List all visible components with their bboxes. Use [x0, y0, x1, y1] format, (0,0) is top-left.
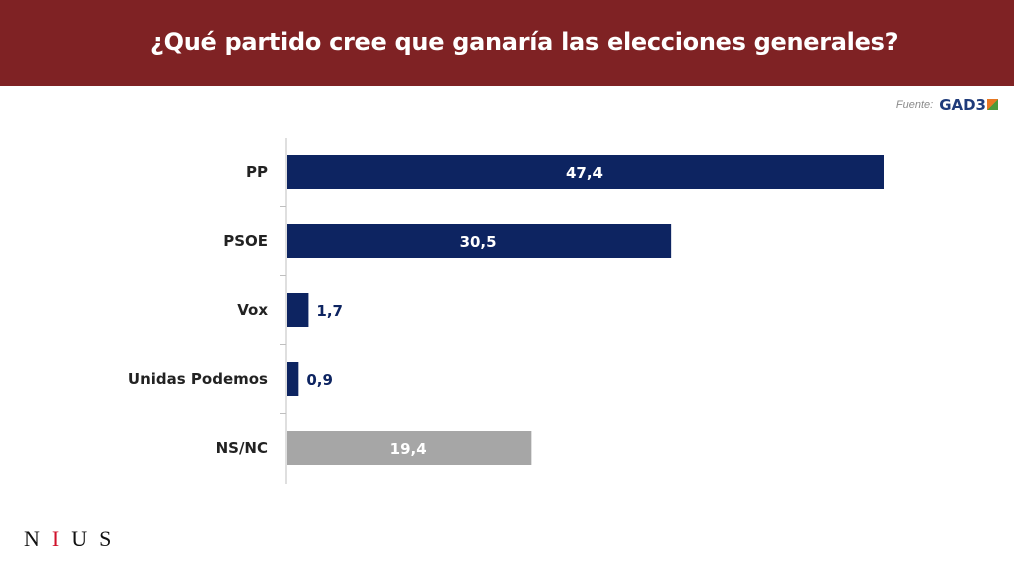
cube-icon [987, 99, 998, 110]
source-label: Fuente: [895, 99, 934, 111]
bar [287, 362, 299, 396]
data-label: 19,4 [390, 440, 427, 458]
page-title: ¿Qué partido cree que ganaría las elecci… [150, 28, 899, 56]
bar [287, 155, 884, 189]
source: Fuente: GAD3 [896, 96, 998, 114]
nius-logo: NIUS [24, 526, 124, 551]
bar [287, 431, 532, 465]
bar [287, 293, 309, 327]
header-banner: ¿Qué partido cree que ganaría las elecci… [0, 0, 1014, 86]
data-label: 30,5 [460, 233, 497, 251]
data-label: 1,7 [316, 302, 343, 320]
category-label: Unidas Podemos [128, 370, 268, 388]
bar [287, 224, 672, 258]
category-label: NS/NC [216, 439, 268, 457]
gad3-logo: GAD3 [939, 96, 998, 114]
category-label: PSOE [223, 232, 268, 250]
category-label: PP [246, 163, 268, 181]
data-label: 47,4 [566, 164, 603, 182]
category-label: Vox [237, 301, 268, 319]
data-label: 0,9 [306, 371, 333, 389]
